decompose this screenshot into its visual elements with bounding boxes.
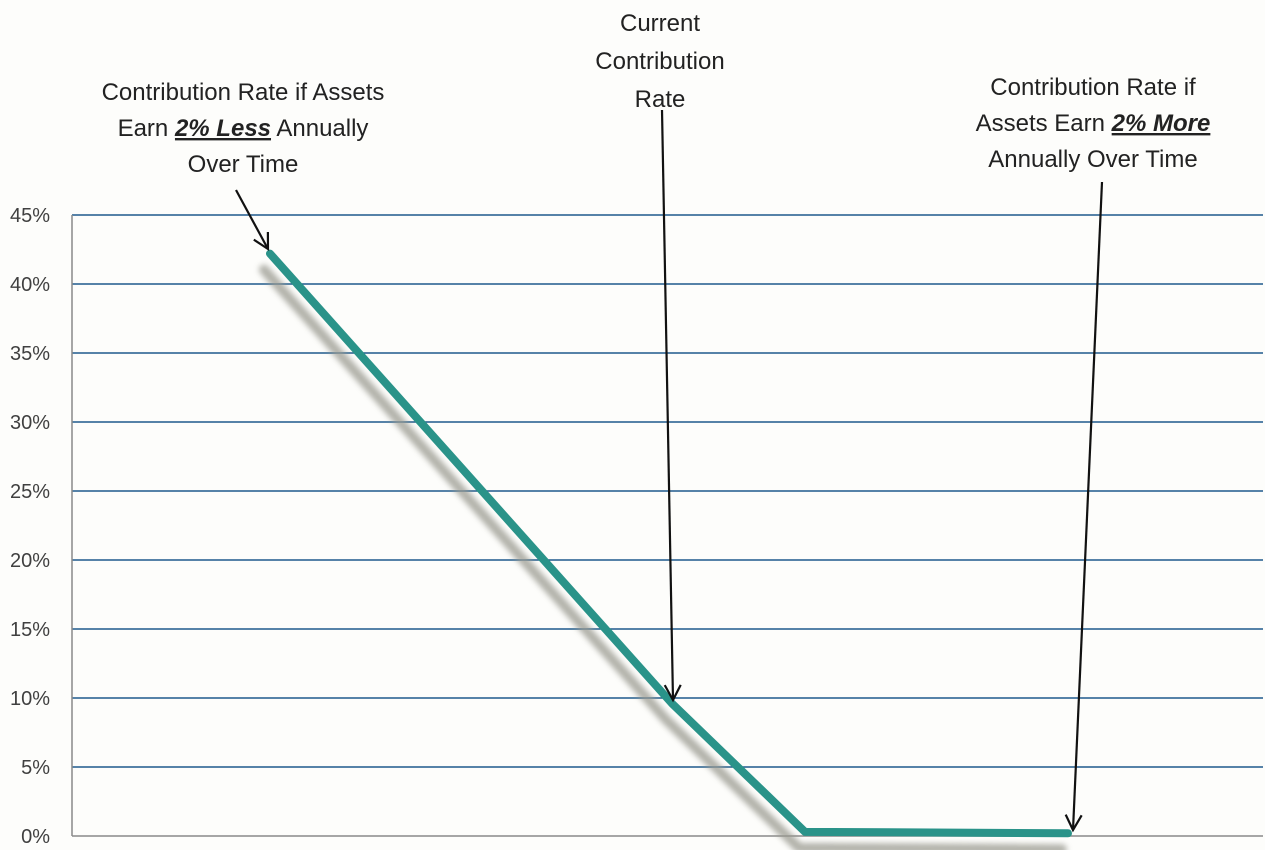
data-point <box>802 829 808 835</box>
annotation-emphasis: 2% Less <box>174 115 271 142</box>
annotation-text: Contribution <box>595 48 724 75</box>
annotation-line: Assets Earn 2% More <box>976 110 1211 137</box>
y-tick-labels: 0% 5% 10% 15% 20% 25% 30% 35% 40% 45% <box>10 205 50 848</box>
annotation-arrow <box>662 110 673 700</box>
annotation-line: Rate <box>635 86 686 113</box>
y-tick-label: 15% <box>10 619 50 641</box>
annotation-line: Current <box>620 10 700 37</box>
data-point <box>1065 830 1071 836</box>
annotation-arrow <box>1073 182 1102 830</box>
data-point <box>669 701 675 707</box>
data-point <box>267 251 273 257</box>
y-tick-label: 40% <box>10 274 50 296</box>
annotation-arrow <box>236 190 268 249</box>
series-layer <box>264 251 1071 850</box>
annotation-text: Contribution Rate if Assets <box>102 79 385 106</box>
y-tick-label: 0% <box>21 826 50 848</box>
y-tick-label: 20% <box>10 550 50 572</box>
y-tick-label: 25% <box>10 481 50 503</box>
annotation-text: Contribution Rate if <box>990 74 1196 101</box>
annotation-line: Contribution Rate if <box>990 74 1196 101</box>
grid-lines <box>72 215 1263 767</box>
y-tick-label: 35% <box>10 343 50 365</box>
annotation-text: Over Time <box>188 151 299 178</box>
y-tick-label: 5% <box>21 757 50 779</box>
annotation-line: Contribution <box>595 48 724 75</box>
annotation-label: Current Contribution Rate <box>595 10 724 113</box>
axes <box>72 215 1263 836</box>
annotation-text: Earn <box>118 115 175 142</box>
annotation-line: Over Time <box>188 151 299 178</box>
annotation-text: Annually <box>271 115 368 142</box>
annotation-text: Annually Over Time <box>988 146 1197 173</box>
annotation-emphasis: 2% More <box>1111 110 1211 137</box>
y-tick-label: 10% <box>10 688 50 710</box>
annotations: Contribution Rate if Assets Earn 2% Less … <box>102 10 1211 178</box>
annotation-text: Rate <box>635 86 686 113</box>
annotation-text: Assets Earn <box>976 110 1112 137</box>
annotation-label: Contribution Rate if Assets Earn 2% Less … <box>102 79 385 178</box>
annotation-line: Annually Over Time <box>988 146 1197 173</box>
annotation-line: Contribution Rate if Assets <box>102 79 385 106</box>
annotation-line: Earn 2% Less Annually <box>118 115 369 142</box>
y-tick-label: 45% <box>10 205 50 227</box>
annotation-text: Current <box>620 10 700 37</box>
y-tick-label: 30% <box>10 412 50 434</box>
